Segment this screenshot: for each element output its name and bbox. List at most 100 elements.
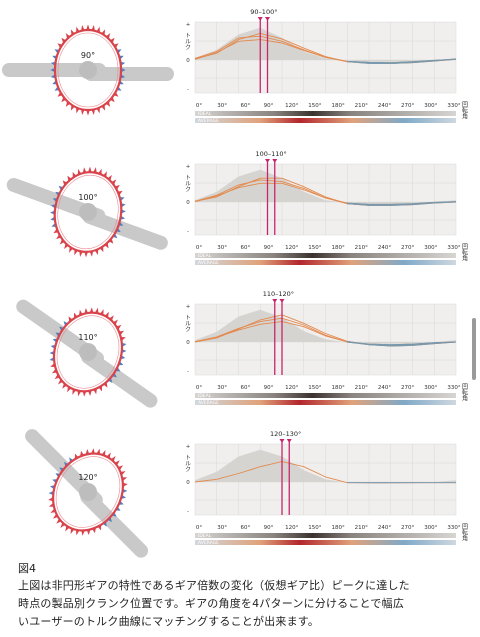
chainring-tooth [57,91,63,97]
peak-marker-arrow [265,159,270,163]
crank-arm-right [82,209,168,250]
peak-marker-arrow [265,17,270,21]
gear-chart-panel: 90° 90–100° トルク +0 - 0° 30° 60° 90° 120° 150° 180° 2… [0,8,480,138]
chainring-angle-label: 100° [78,193,97,202]
x-tick-label: 210° [355,245,368,251]
chainring-tooth [64,243,69,250]
chainring-tooth [108,238,114,244]
average-gradient-bar [195,400,456,405]
chainring-tooth [90,448,95,454]
x-tick-label: 210° [355,525,368,531]
average-bar-label: AVERAGE [198,118,219,124]
x-tick-label: 240° [378,103,391,109]
x-tick-label: 300° [424,245,437,251]
peak-range-label: 110–120° [263,290,294,298]
figure-caption: 図4 上図は非円形ギアの特性であるギア倍数の変化（仮想ギア比）ピークに達した 時… [18,561,468,631]
ideal-gradient-bar [195,253,456,258]
x-tick-label: 0° [196,103,202,109]
x-tick-label: 240° [378,245,391,251]
x-tick-label: 150° [308,525,321,531]
torque-curve-tail [347,201,457,205]
chainring-tooth [110,96,115,103]
x-tick-label: 60° [240,525,250,531]
average-gradient-bar [195,260,456,265]
crank-arm-right [81,349,158,408]
panel-svg: 110° 110–120° トルク +0 - 0° 30° 60° 90° 120° 150° 180… [16,290,468,408]
torque-curve-tail [347,58,457,64]
caption-line-3: いユーザーのトルク曲線にマッチングすることが出来ます。 [18,615,320,628]
x-axis-label: 回転角 [461,101,468,120]
x-tick-label: 90° [264,103,274,109]
chainring-tooth [58,378,63,385]
scrollbar-thumb[interactable] [472,318,476,380]
chainring-tooth [56,234,62,240]
crank-arm-group [2,61,174,81]
x-tick-label: 180° [331,385,344,391]
chainring-tooth [86,109,90,116]
chainring-outline [53,171,123,253]
y-tick-label: - [187,87,189,93]
x-tick-label: 180° [331,245,344,251]
torque-curve-tail [347,341,457,346]
x-tick-label: 300° [424,525,437,531]
x-tick-label: 60° [240,245,250,251]
peak-marker-arrow [279,299,285,303]
y-tick-label: 0 [186,480,190,486]
x-axis-label: 回転角 [461,243,468,262]
caption-line-2: 時点の製品別クランク位置です。ギアの角度を4パターンに分けることで幅広 [18,597,405,610]
chainring-tooth [113,43,119,49]
peak-range-label: 120–130° [270,430,301,438]
chainring [50,166,126,258]
ideal-gradient-bar [195,111,456,116]
chainring-tooth [62,180,68,186]
x-tick-label: 270° [401,385,414,391]
chainring-tooth [87,166,92,173]
x-tick-label: 150° [308,385,321,391]
x-tick-label: 120° [285,103,298,109]
chainring-tooth [82,391,87,397]
ideal-torque-area [195,309,456,344]
y-axis-label: トルク [184,174,191,192]
caption-line-1: 上図は非円形ギアの特性であるギア倍数の変化（仮想ギア比）ピークに達した [18,579,410,592]
x-tick-label: 60° [240,385,250,391]
x-tick-label: 210° [355,385,368,391]
chainring-tooth [111,179,117,186]
ideal-bar-label: IDEAL [198,533,212,539]
x-axis-label: 回転角 [461,383,468,402]
x-tick-label: 240° [378,525,391,531]
crank-illustration: 90° [2,24,174,116]
x-tick-label: 180° [331,525,344,531]
chainring-tooth [65,33,71,39]
crank-spindle [79,343,97,361]
x-tick-label: 150° [308,103,321,109]
x-tick-label: 30° [217,245,227,251]
x-tick-label: 300° [424,385,437,391]
chainring-angle-label: 120° [78,473,97,482]
x-tick-label: 90° [264,385,274,391]
average-bar-label: AVERAGE [198,400,219,406]
chainring-outline [53,28,123,112]
average-gradient-bar [195,118,456,123]
y-axis-label: トルク [184,314,191,332]
x-tick-label: 330° [447,245,460,251]
x-tick-label: 0° [196,525,202,531]
crank-arm-group [25,429,149,558]
x-tick-label: 90° [264,525,274,531]
x-tick-label: 300° [424,103,437,109]
average-gradient-bar [195,540,456,545]
caption-title: 図4 [18,562,36,575]
chainring-tooth [110,37,115,44]
chainring-tooth [114,184,120,190]
chainring-tooth [63,321,69,327]
y-tick-label: + [186,22,191,28]
x-tick-label: 0° [196,385,202,391]
peak-marker-arrow [272,159,278,163]
chainring-tooth [59,238,65,245]
gear-chart-panel: 120° 120–130° トルク +0 - 0° 30° 60° 90° 120° 150° 180… [0,429,480,560]
y-tick-label: 0 [186,200,190,206]
x-tick-label: 270° [401,103,414,109]
y-tick-label: - [187,369,189,375]
chainring-tooth [50,67,56,73]
chainring-angle-label: 110° [78,333,97,342]
crank-spindle [79,203,97,221]
